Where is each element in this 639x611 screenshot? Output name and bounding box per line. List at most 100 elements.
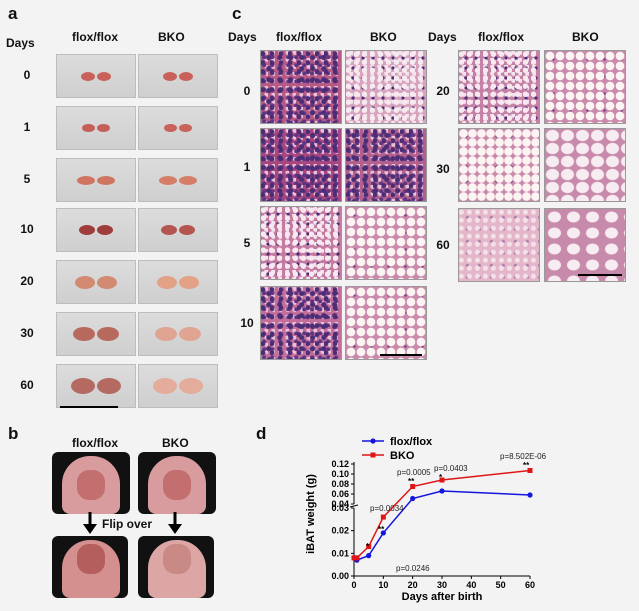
tissue-lobe [97, 175, 115, 185]
p-value-annotation: p=0.0246 [396, 564, 430, 573]
panel-c-col-flox-right: flox/flox [478, 30, 525, 44]
panel-c-col-flox-left: flox/flox [276, 30, 323, 44]
histology-bko-day5 [345, 206, 427, 280]
tissue-lobe [97, 225, 113, 235]
tissue-lobe [97, 71, 111, 81]
tissue-photo-bko-day0 [138, 54, 218, 98]
y-tick-label: 0.04 [331, 499, 349, 509]
data-point-bko [527, 468, 533, 473]
histology-bko-day60 [544, 208, 626, 282]
tissue-photo-flox-day30 [56, 312, 136, 356]
tissue-photo-flox-day5 [56, 158, 136, 202]
y-tick-label: 0.03 [331, 503, 349, 513]
arrow-down-icon [168, 512, 182, 534]
tissue-lobe [157, 275, 177, 289]
arrow-down-icon [83, 512, 97, 534]
legend-marker-flox [370, 438, 376, 444]
x-tick-label: 60 [525, 580, 535, 590]
tissue-lobe [179, 275, 199, 289]
panel-c-col-bko-right: BKO [572, 30, 599, 44]
p-value-annotation: p=8.502E-06 [500, 452, 547, 461]
data-point-flox [439, 488, 445, 494]
x-tick-label: 50 [496, 580, 506, 590]
tissue-lobe [75, 275, 95, 289]
histology-bko-day20 [544, 50, 626, 124]
tissue-photo-flox-day60 [56, 364, 136, 408]
tissue-lobe [71, 378, 95, 394]
panel-c-scale-bar-right [578, 274, 622, 276]
tissue-photo-bko-day1 [138, 106, 218, 150]
tissue-lobe [179, 327, 201, 341]
histology-bko-day0 [345, 50, 427, 124]
panel-c-row-label: 20 [436, 84, 450, 98]
panel-c-letter: c [232, 4, 242, 23]
tissue-lobe [163, 71, 177, 81]
panel-a-days-header: Days [6, 36, 35, 50]
panel-a-row-label: 20 [20, 274, 34, 288]
data-point-bko [439, 477, 445, 483]
panel-a-row-label: 60 [20, 378, 34, 392]
p-value-annotation: p=0.0034 [370, 504, 404, 513]
panel-c-scale-bar-left [380, 354, 422, 356]
histology-flox-day0 [260, 50, 342, 124]
tissue-lobe [179, 71, 193, 81]
y-axis-label: iBAT weight (g) [305, 474, 317, 554]
panel-c-days-left: Days [228, 30, 257, 44]
histology-flox-day30 [458, 128, 540, 202]
histology-bko-day1 [345, 128, 427, 202]
tissue-lobe [164, 124, 177, 132]
y-tick-label: 0.12 [331, 459, 349, 469]
tissue-lobe [97, 124, 110, 132]
tissue-lobe [77, 175, 95, 185]
significance-star: ** [378, 525, 385, 534]
panel-a-col-flox: flox/flox [72, 30, 119, 44]
panel-c-row-label: 30 [436, 162, 450, 176]
p-value-annotation: p=0.0005 [397, 468, 431, 477]
panel-a-row-label: 10 [20, 222, 34, 236]
tissue-lobe [179, 124, 192, 132]
tissue-lobe [81, 71, 95, 81]
p-value-annotation: p=0.0403 [434, 464, 468, 473]
mouse-photo-flox-flipped [52, 536, 128, 598]
panel-a-row-label: 1 [23, 120, 31, 134]
panel-a-row-label: 0 [23, 68, 31, 82]
x-tick-label: 0 [351, 580, 356, 590]
panel-b-letter: b [8, 424, 19, 443]
histology-bko-day30 [544, 128, 626, 202]
histology-flox-day10 [260, 286, 342, 360]
panel-a-row-label: 5 [23, 172, 31, 186]
tissue-photo-bko-day5 [138, 158, 218, 202]
legend-label-flox: flox/flox [390, 436, 433, 448]
panel-c-days-right: Days [428, 30, 457, 44]
panel-a-letter: a [8, 4, 18, 23]
tissue-lobe [97, 378, 121, 394]
tissue-photo-flox-day0 [56, 54, 136, 98]
tissue-lobe [82, 124, 95, 132]
tissue-lobe [97, 327, 119, 341]
tissue-photo-bko-day20 [138, 260, 218, 304]
data-point-bko [380, 514, 386, 520]
panel-c-row-label: 1 [243, 160, 251, 174]
tissue-photo-flox-day1 [56, 106, 136, 150]
histology-flox-day20 [458, 50, 540, 124]
panel-c-row-label: 10 [240, 316, 254, 330]
tissue-lobe [179, 378, 203, 394]
legend-label-bko: BKO [390, 450, 415, 462]
axis-break-mark [349, 504, 359, 508]
legend-marker-bko [370, 452, 376, 458]
tissue-lobe [161, 225, 177, 235]
tissue-photo-flox-day20 [56, 260, 136, 304]
mouse-photo-flox-top [52, 452, 130, 514]
mouse-photo-bko-flipped [138, 536, 214, 598]
panel-c-col-bko-left: BKO [370, 30, 397, 44]
tissue-lobe [73, 327, 95, 341]
flip-over-label: Flip over [102, 517, 153, 531]
x-tick-label: 30 [437, 580, 447, 590]
tissue-lobe [97, 275, 117, 289]
plot-area: 0.00 0.01 0.02 0.030.040.060.080.100.12 0 10 2… [331, 459, 535, 590]
tissue-photo-bko-day30 [138, 312, 218, 356]
panel-c-row-label: 0 [243, 84, 251, 98]
histology-flox-day5 [260, 206, 342, 280]
x-tick-label: 40 [466, 580, 476, 590]
data-point-bko [366, 544, 372, 550]
